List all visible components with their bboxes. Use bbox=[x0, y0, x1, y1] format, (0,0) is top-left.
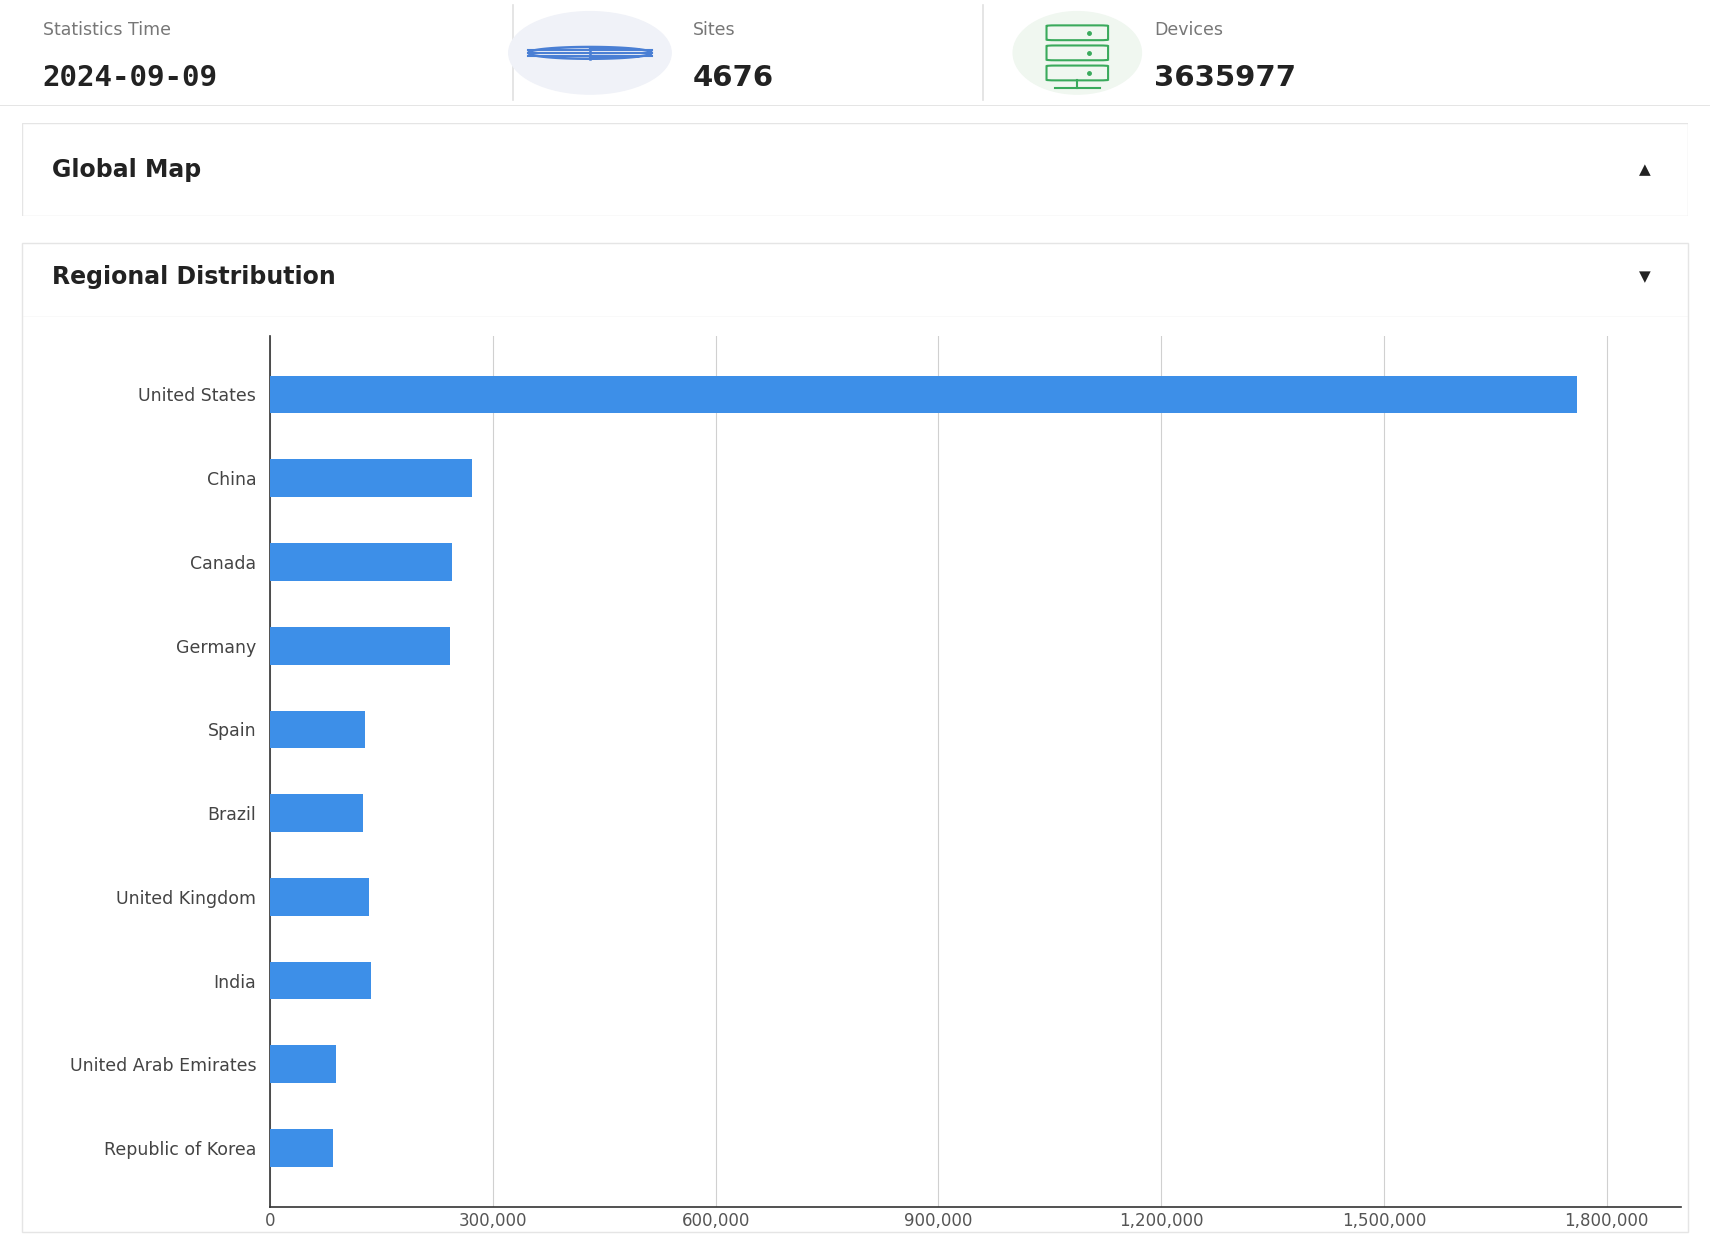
Text: 3635977: 3635977 bbox=[1154, 65, 1296, 92]
Text: ▲: ▲ bbox=[1640, 162, 1652, 178]
Text: ▼: ▼ bbox=[1640, 269, 1652, 285]
Text: Devices: Devices bbox=[1154, 21, 1223, 39]
Ellipse shape bbox=[1012, 11, 1142, 95]
Bar bbox=[270, 1045, 335, 1084]
Bar bbox=[270, 459, 472, 498]
Ellipse shape bbox=[508, 11, 670, 95]
Text: 2024-09-09: 2024-09-09 bbox=[43, 65, 217, 92]
Text: 4676: 4676 bbox=[693, 65, 773, 92]
Bar bbox=[270, 795, 363, 832]
Text: Global Map: Global Map bbox=[53, 158, 202, 182]
Text: Sites: Sites bbox=[693, 21, 735, 39]
Bar bbox=[270, 544, 451, 581]
Bar bbox=[270, 710, 366, 748]
Bar bbox=[270, 878, 369, 916]
Text: Regional Distribution: Regional Distribution bbox=[53, 265, 335, 289]
Text: Statistics Time: Statistics Time bbox=[43, 21, 171, 39]
Bar bbox=[270, 962, 371, 999]
Bar bbox=[270, 376, 1577, 413]
Bar bbox=[270, 627, 450, 664]
Bar bbox=[270, 1130, 333, 1167]
FancyBboxPatch shape bbox=[22, 123, 1688, 216]
